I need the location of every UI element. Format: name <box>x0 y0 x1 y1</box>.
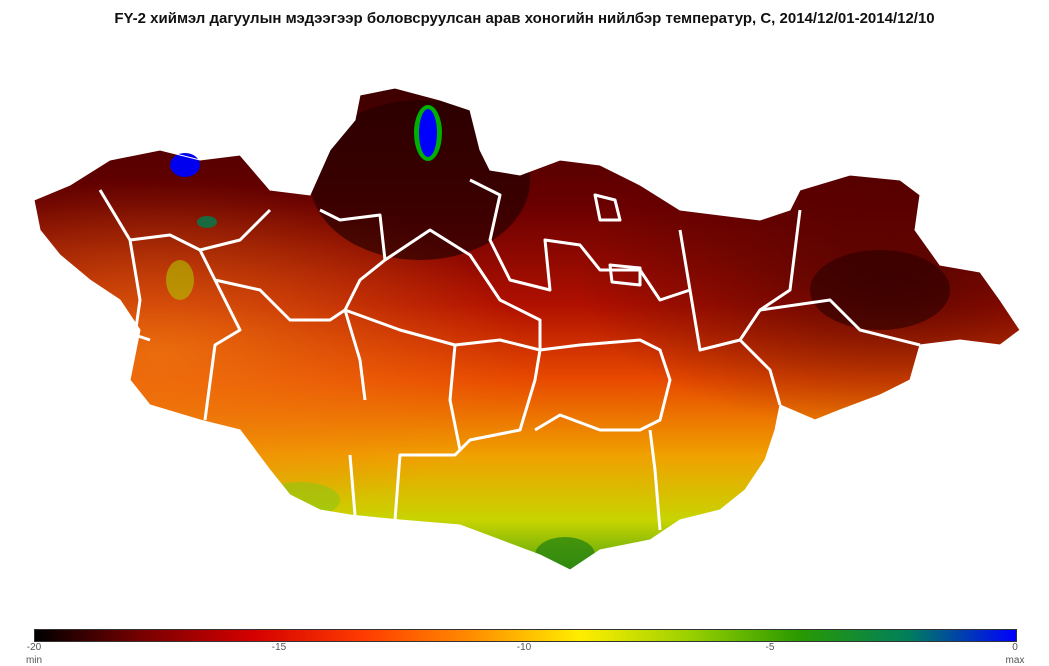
temperature-map <box>33 87 1021 571</box>
colorbar-tick-1: -20 <box>26 642 42 653</box>
colorbar-tick-3: -10 <box>516 642 532 653</box>
province-boundaries <box>98 178 921 531</box>
colorbar-min-label: min <box>25 655 43 666</box>
temperature-raster <box>34 88 1020 570</box>
colorbar-tick-2: -15 <box>271 642 287 653</box>
lake-khuvsgul <box>419 109 437 157</box>
lake-khyargas <box>197 216 217 228</box>
temperature-colorbar <box>34 629 1017 642</box>
colorbar-tick-4: -5 <box>765 642 775 653</box>
colorbar-max-label: max <box>1005 655 1025 666</box>
colorbar-tick-5: 0 <box>1012 642 1018 653</box>
lake-uvs <box>170 153 200 177</box>
map-title: FY-2 хиймэл дагуулын мэдээгээр боловсруу… <box>114 10 935 27</box>
